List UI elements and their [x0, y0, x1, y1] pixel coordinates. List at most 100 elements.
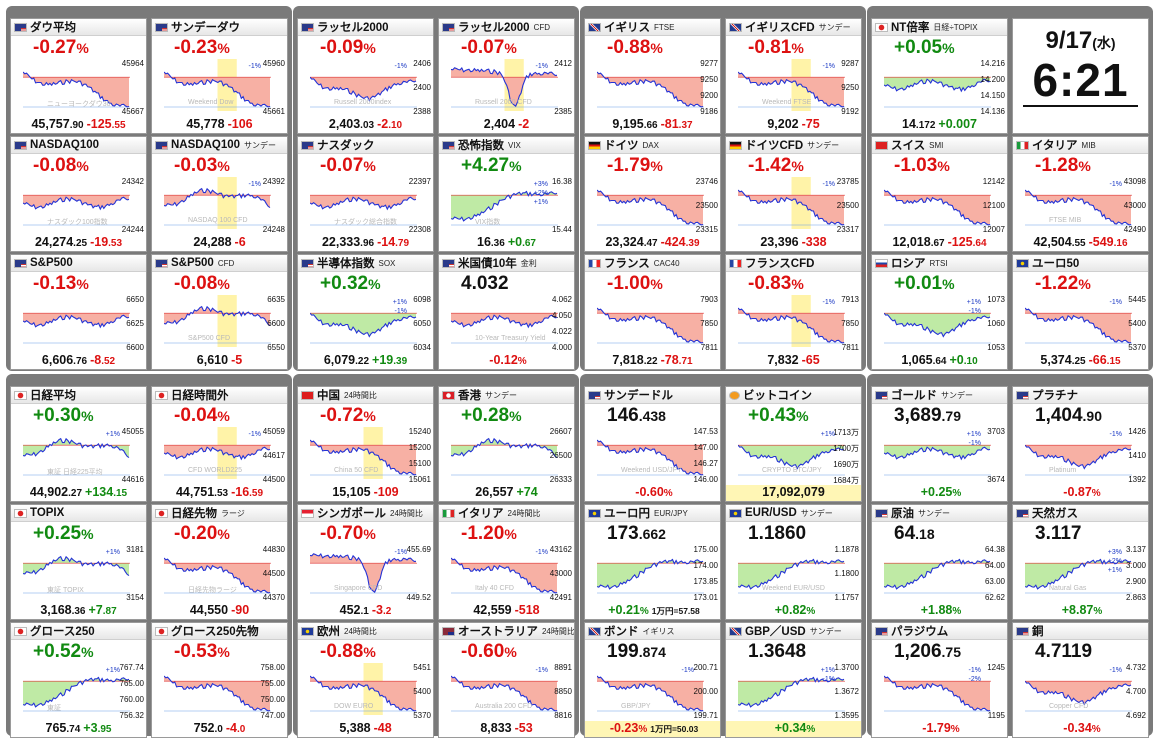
quote-tile-mib[interactable]: イタリア MIB -1.28% 43098 43000 42490 -1% FTSE MIB 4… — [1012, 136, 1149, 252]
price-line — [451, 190, 558, 222]
quote-tile-china[interactable]: 中国 24時間比 -0.72% 15240 15200 15100 15061 China 5… — [297, 386, 434, 502]
quote-tile-hk[interactable]: 香港 サンデー +0.28% 26607 26500 26333 26,557 +74 — [438, 386, 575, 502]
quote-tile-btc[interactable]: ビットコイン +0.43% 1713万 1700万 1690万 1684万 +1% CRYPT… — [725, 386, 862, 502]
change-fill — [164, 558, 270, 593]
axis-tick-label: 1073 — [987, 295, 1005, 304]
quote-tile-italy[interactable]: イタリア 24時間比 -1.20% 43162 43000 42491 -1% Italy 4… — [438, 504, 575, 620]
quote-tile-palladium[interactable]: パラジウム 1,206.75 1245 1195 -1% -2% -1.79% — [871, 622, 1008, 738]
quote-tile-ftsecfd[interactable]: イギリスCFD サンデー -0.81% 9287 9250 9192 -1% Weekend … — [725, 18, 862, 134]
quote-tile-growth250f[interactable]: グロース250先物 -0.53% 758.00 755.00 750.00 747.00 7… — [151, 622, 288, 738]
price-dec: .22 — [355, 356, 370, 367]
quote-tile-us10y[interactable]: 米国債10年 金利 4.032 4.062 4.050 4.022 4.000 10-Year… — [438, 254, 575, 370]
quote-tile-cac40[interactable]: フランス CAC40 -1.00% 7903 7850 7811 7,818.22 -78.7… — [584, 254, 721, 370]
quote-tile-europe[interactable]: 欧州 24時間比 -0.88% 5451 5400 5370 DOW EURO 5,388 -4… — [297, 622, 434, 738]
quote-tile-nikkeifut[interactable]: 日経先物 ラージ -0.20% 44830 44500 44370 日経先物ラージ 44,55… — [151, 504, 288, 620]
big-value-int: +0.52 — [33, 641, 82, 662]
jp-flag-icon — [14, 508, 27, 518]
us-flag-icon — [301, 22, 314, 32]
quote-tile-growth250[interactable]: グロース250 +0.52% 767.74 765.00 760.00 756.32 +1%… — [10, 622, 147, 738]
quote-tile-sp500[interactable]: S&P500 -0.13% 6650 6625 6600 6,606.76 -8.52 — [10, 254, 147, 370]
price-line — [451, 675, 558, 712]
price-change-int: -16 — [231, 485, 250, 499]
axis-tick-label: 173.85 — [693, 577, 718, 586]
quote-tile-gilt[interactable]: ボンド イギリス 199.874 200.71 200.00 199.71 -1% GBP/J… — [584, 622, 721, 738]
price-change-int: -106 — [227, 117, 253, 131]
quote-tile-eurjpy[interactable]: ユーロ円 EUR/JPY 173.662 175.00 174.00 173.85 173.… — [584, 504, 721, 620]
quote-tile-nikkei[interactable]: 日経平均 +0.30% 45055 44616 +1% 東証 日経225平均 44,902.… — [10, 386, 147, 502]
quote-tile-crude[interactable]: 原油 サンデー 64.18 64.38 64.00 63.00 62.62 +1.88% — [871, 504, 1008, 620]
quote-tile-nasdaq[interactable]: ナスダック -0.07% 22397 22308 ナスダック総合指数 22,333.96-… — [297, 136, 434, 252]
quote-tile-cacfd[interactable]: フランスCFD -0.83% 7913 7850 7811 -1% 7,832 -65 — [725, 254, 862, 370]
quote-tile-nikkeiext[interactable]: 日経時間外 -0.04% 45059 44617 44500 -1% CFD WORLD22… — [151, 386, 288, 502]
quote-tile-nasdaq100s[interactable]: NASDAQ100 サンデー -0.03% 24392 24248 -1% NASDAQ 1… — [151, 136, 288, 252]
big-value-suffix: % — [1078, 276, 1091, 292]
quote-tile-gold[interactable]: ゴールド サンデー 3,689.79 3703 3674 +1% -1% +0.25% — [871, 386, 1008, 502]
big-value-suffix: % — [650, 158, 663, 174]
chart-watermark: VIX指数 — [475, 219, 501, 226]
quote-tile-daxcfd[interactable]: ドイツCFD サンデー -1.42% 23785 23500 23317 -1% 23,396… — [725, 136, 862, 252]
price-change-int: -109 — [373, 485, 399, 499]
big-value-dec: .874 — [638, 644, 666, 660]
quote-tile-usdjpy[interactable]: サンデードル 146.438 147.53 147.00 146.27 146.00 Wee… — [584, 386, 721, 502]
quote-tile-singapore[interactable]: シンガポール 24時間比 -0.70% 455.69 449.52 -1% Singapor… — [297, 504, 434, 620]
quote-tile-nasdaq100[interactable]: NASDAQ100 -0.08% 24342 24244 ナスダック100指数 24,27… — [10, 136, 147, 252]
tile-name: ダウ平均 — [30, 22, 76, 34]
price-change: -14.79 — [377, 235, 409, 249]
tile-name: S&P500 — [171, 257, 214, 269]
quote-tile-nt[interactable]: NT倍率 日経÷TOPIX +0.05% 14.216 14.200 14.150 14.1… — [871, 18, 1008, 134]
quote-tile-eu50[interactable]: ユーロ50 -1.22% 5445 5400 5370 -1% 5,374.25 -66.15 — [1012, 254, 1149, 370]
quote-tile-rtsi[interactable]: ロシア RTSI +0.01% 1073 1060 1053 +1% -1% 1,065.64 +… — [871, 254, 1008, 370]
big-value-int: 199 — [607, 641, 639, 662]
price-dec: .67 — [930, 238, 945, 249]
quote-tile-r2000cfd[interactable]: ラッセル2000 CFD -0.07% 2412 2385 -1% Russell 2000… — [438, 18, 575, 134]
price-dec: .90 — [69, 120, 84, 131]
price-line — [738, 676, 845, 708]
quote-tile-ftse[interactable]: イギリス FTSE -0.88% 9277 9250 9200 9186 9,195.66 -8… — [584, 18, 721, 134]
quote-tile-copper[interactable]: 銅 4.7119 4.732 4.700 4.692 -1% Copper CFD -0.34… — [1012, 622, 1149, 738]
price-change: +7.87 — [89, 603, 117, 617]
tile-subtitle: 24時間比 — [541, 626, 574, 636]
axis-tick-label: 6625 — [126, 319, 144, 328]
intraday-chart — [738, 177, 845, 229]
intraday-chart — [597, 71, 704, 108]
axis-tick-label: 15100 — [408, 459, 431, 468]
quote-tile-platinum[interactable]: プラチナ 1,404.90 1426 1410 1392 -1% Platinum -0.87… — [1012, 386, 1149, 502]
axis-tick-label: 1245 — [987, 663, 1005, 672]
quote-tile-r2000[interactable]: ラッセル2000 -0.09% 2406 2400 2388 -1% Russell 200… — [297, 18, 434, 134]
quote-tile-dow[interactable]: ダウ平均 -0.27% 45964 45667 ニューヨークダウ30 45,757.90-… — [10, 18, 147, 134]
axis-tick-label: 12007 — [982, 225, 1005, 234]
tile-subtitle: 24時間比 — [344, 626, 377, 636]
quote-tile-dax[interactable]: ドイツ DAX -1.79% 23746 23500 23315 23,324.47 -424… — [584, 136, 721, 252]
tile-subtitle: 日経÷TOPIX — [933, 22, 978, 32]
quote-tile-topix[interactable]: TOPIX +0.25% 3181 3154 +1% 東証 TOPIX 3,168.36 +7… — [10, 504, 147, 620]
price-int: 6,079 — [323, 353, 356, 367]
tile-header: サンデーダウ — [152, 19, 287, 36]
us-flag-icon — [155, 258, 168, 268]
change-fill — [451, 438, 557, 458]
quote-tile-eurusd[interactable]: EUR/USD サンデー 1.1860 1.1878 1.1800 1.1757 Weeke… — [725, 504, 862, 620]
price-change: +8.87% — [1062, 603, 1103, 617]
change-percent: -0.03% — [174, 155, 230, 177]
intraday-chart — [1025, 680, 1132, 712]
price-line — [597, 307, 704, 344]
quote-tile-gbpusd[interactable]: GBP／USD サンデー 1.3648 1.3700 1.3672 1.3595 +1% -1… — [725, 622, 862, 738]
quote-tile-smi[interactable]: スイス SMI -1.03% 12142 12100 12007 12,018.67 -125… — [871, 136, 1008, 252]
axis-tick-label: 1195 — [987, 711, 1005, 720]
price-dec: .36 — [71, 606, 86, 617]
quote-tile-sp500cfd[interactable]: S&P500 CFD -0.08% 6635 6600 6550 S&P500 CFD 6,6… — [151, 254, 288, 370]
change-percent: -1.42% — [748, 155, 804, 177]
quote-tile-natgas[interactable]: 天然ガス 3.117 3.137 3.000 2.900 2.863 +3% +2% +1% Na… — [1012, 504, 1149, 620]
quote-tile-vix[interactable]: 恐怖指数 VIX +4.27% 16.38 15.44 +3% +2% +1% VIX指数 16.… — [438, 136, 575, 252]
tile-footer: 2,403.03 -2.10 — [298, 117, 433, 131]
quote-tile-australia[interactable]: オーストラリア 24時間比 -0.60% 8891 8850 8816 -1% Austral… — [438, 622, 575, 738]
price-line — [310, 76, 417, 102]
tile-name: ラッセル2000 — [458, 22, 530, 34]
price-change-int: +8.87 — [1061, 603, 1094, 617]
price-line — [1025, 558, 1132, 590]
it-flag-icon — [442, 508, 455, 518]
chart-watermark: Weekend EUR/USD — [762, 585, 825, 592]
percent-band-label: -1% — [1109, 181, 1122, 188]
price-int: 12,018 — [892, 235, 931, 249]
quote-tile-sox[interactable]: 半導体指数 SOX +0.32% 6098 6050 6034 +1% -1% 6,079.22… — [297, 254, 434, 370]
quote-tile-dow_sunday[interactable]: サンデーダウ -0.23% 45960 45661 -1% Weekend Dow 45,7… — [151, 18, 288, 134]
